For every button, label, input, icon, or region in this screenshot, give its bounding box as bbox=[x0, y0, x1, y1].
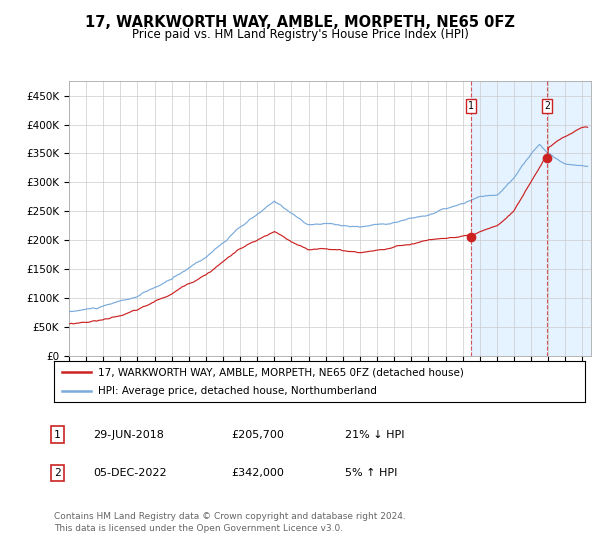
Text: 17, WARKWORTH WAY, AMBLE, MORPETH, NE65 0FZ (detached house): 17, WARKWORTH WAY, AMBLE, MORPETH, NE65 … bbox=[98, 367, 463, 377]
Bar bbox=[471, 81, 600, 356]
Text: 1: 1 bbox=[54, 430, 61, 440]
Text: 21% ↓ HPI: 21% ↓ HPI bbox=[345, 430, 404, 440]
Text: 05-DEC-2022: 05-DEC-2022 bbox=[93, 468, 167, 478]
Text: £342,000: £342,000 bbox=[231, 468, 284, 478]
Text: 29-JUN-2018: 29-JUN-2018 bbox=[93, 430, 164, 440]
Text: HPI: Average price, detached house, Northumberland: HPI: Average price, detached house, Nort… bbox=[98, 386, 376, 395]
Text: 2: 2 bbox=[54, 468, 61, 478]
Text: 1: 1 bbox=[468, 101, 474, 111]
Text: Price paid vs. HM Land Registry's House Price Index (HPI): Price paid vs. HM Land Registry's House … bbox=[131, 28, 469, 41]
Text: 5% ↑ HPI: 5% ↑ HPI bbox=[345, 468, 397, 478]
Text: 17, WARKWORTH WAY, AMBLE, MORPETH, NE65 0FZ: 17, WARKWORTH WAY, AMBLE, MORPETH, NE65 … bbox=[85, 15, 515, 30]
Text: £205,700: £205,700 bbox=[231, 430, 284, 440]
Text: Contains HM Land Registry data © Crown copyright and database right 2024.
This d: Contains HM Land Registry data © Crown c… bbox=[54, 512, 406, 533]
Text: 2: 2 bbox=[544, 101, 550, 111]
